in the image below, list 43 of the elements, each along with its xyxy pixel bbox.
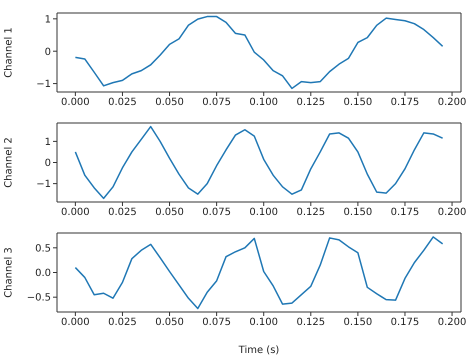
x-tick-label: 0.125 (296, 317, 326, 328)
x-tick-label: 0.150 (344, 317, 372, 328)
x-tick-label: 0.050 (155, 97, 184, 108)
x-tick-label: 0.075 (202, 97, 231, 108)
y-tick-label: 0.5 (35, 243, 51, 254)
x-tick-label: 0.200 (438, 317, 466, 328)
x-tick-label: 0.050 (155, 207, 184, 218)
x-tick-label: 0.125 (296, 207, 326, 218)
y-axis-title: Channel 3 (4, 247, 15, 298)
y-tick-label: 0.0 (35, 268, 51, 280)
y-tick-label: −1 (36, 79, 51, 90)
x-tick-label: 0.000 (61, 97, 90, 108)
x-tick-label: 0.175 (390, 97, 420, 108)
x-tick-label: 0.050 (155, 317, 184, 328)
x-tick-label: 0.100 (249, 97, 278, 108)
line-series (74, 126, 444, 200)
x-tick-label: 0.125 (296, 97, 326, 108)
y-axis-title: Channel 2 (4, 137, 15, 188)
x-tick-label: 0.200 (438, 207, 466, 218)
x-tick-label: 0.025 (108, 207, 137, 218)
x-tick-label: 0.025 (108, 317, 137, 328)
x-tick-label: 0.075 (202, 207, 231, 218)
x-tick-label: 0.200 (438, 97, 466, 108)
x-tick-label: 0.075 (202, 317, 231, 328)
y-axis-title: Channel 1 (4, 27, 15, 78)
x-tick-label: 0.000 (61, 207, 90, 218)
x-tick-label: 0.100 (249, 207, 278, 218)
y-tick-label: 0 (44, 46, 51, 58)
x-tick-label: 0.000 (61, 317, 90, 328)
line-series (74, 16, 444, 90)
x-tick-label: 0.175 (390, 207, 420, 218)
y-tick-label: 0 (44, 158, 51, 170)
y-tick-label: −0.5 (26, 292, 51, 304)
line-series (74, 236, 444, 310)
y-tick-label: −1 (36, 179, 51, 190)
x-tick-label: 0.025 (108, 97, 137, 108)
x-axis-title: Time (s) (238, 345, 280, 355)
y-tick-label: 1 (44, 136, 51, 148)
x-tick-label: 0.100 (249, 317, 278, 328)
y-tick-label: 1 (44, 14, 51, 26)
x-tick-label: 0.150 (344, 207, 372, 218)
x-tick-label: 0.175 (390, 317, 420, 328)
x-tick-label: 0.150 (344, 97, 372, 108)
